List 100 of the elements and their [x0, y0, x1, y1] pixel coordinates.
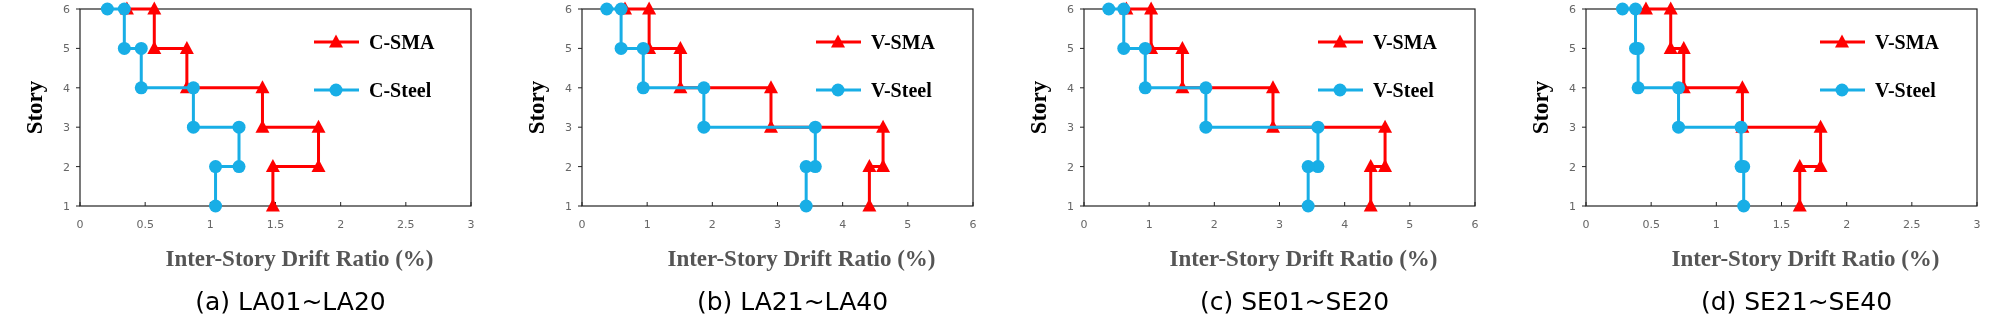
- point: [186, 120, 200, 134]
- x-tick-label: 6: [969, 218, 977, 231]
- point: [614, 2, 628, 16]
- x-axis-title: Inter-Story Drift Ratio (%): [1671, 246, 1940, 271]
- point: [600, 2, 614, 16]
- x-tick-label: 1: [206, 218, 214, 231]
- x-tick-label: 0.5: [1642, 218, 1660, 231]
- point: [1301, 160, 1315, 174]
- x-tick-label: 1.5: [1772, 218, 1791, 231]
- x-tick-label: 0.5: [136, 218, 154, 231]
- y-tick-label: 5: [63, 42, 70, 56]
- x-tick-label: 1: [1712, 218, 1720, 231]
- point: [673, 40, 688, 54]
- point: [1363, 198, 1378, 212]
- point: [311, 119, 326, 133]
- point: [117, 41, 131, 55]
- y-tick-label: 6: [565, 3, 572, 16]
- y-tick-label: 4: [63, 81, 70, 95]
- point: [1378, 159, 1393, 173]
- x-tick-label: 2: [1843, 218, 1851, 231]
- y-tick-label: 5: [565, 42, 572, 56]
- point: [1144, 1, 1159, 15]
- point: [1199, 81, 1213, 95]
- point: [1138, 81, 1152, 95]
- point: [209, 199, 223, 213]
- legend-label: V-Steel: [1373, 79, 1435, 101]
- point: [1629, 2, 1643, 16]
- point: [134, 41, 148, 55]
- point: [134, 81, 148, 95]
- text: (c) SE01~SE20: [1199, 287, 1390, 316]
- legend-label: C-SMA: [369, 31, 436, 53]
- x-tick-label: 5: [1406, 218, 1414, 231]
- x-tick-label: 5: [904, 218, 912, 231]
- point: [1175, 40, 1190, 54]
- point: [1638, 1, 1653, 15]
- y-tick-label: 3: [1569, 121, 1576, 135]
- x-tick-label: 4: [1341, 218, 1349, 231]
- x-tick-label: 2.5: [1903, 218, 1921, 231]
- point: [186, 81, 200, 95]
- point: [1792, 159, 1807, 173]
- x-tick-label: 3: [774, 218, 781, 231]
- legend-label: C-Steel: [369, 79, 432, 101]
- x-axis-title: Inter-Story Drift Ratio (%): [1169, 246, 1438, 271]
- y-tick-label: 6: [63, 3, 70, 16]
- point: [636, 41, 650, 55]
- x-tick-label: 2.5: [397, 218, 415, 231]
- y-tick-label: 5: [1569, 42, 1576, 56]
- point: [1363, 159, 1378, 173]
- point: [862, 159, 877, 173]
- y-axis-title: Story: [22, 80, 47, 135]
- y-tick-label: 4: [1067, 81, 1074, 95]
- text: (a) LA01~LA20: [195, 287, 386, 316]
- point: [147, 40, 162, 54]
- point: [232, 160, 246, 174]
- point: [209, 160, 223, 174]
- point: [147, 1, 162, 15]
- legend-label: V-SMA: [871, 31, 936, 53]
- point: [232, 120, 246, 134]
- x-axis-title: Inter-Story Drift Ratio (%): [165, 246, 434, 271]
- x-tick-label: 1.5: [266, 218, 285, 231]
- text: (d) SE21~SE40: [1700, 287, 1893, 316]
- point: [1311, 120, 1325, 134]
- x-tick-label: 2: [1210, 218, 1218, 231]
- y-tick-label: 4: [1569, 81, 1576, 95]
- point: [799, 160, 813, 174]
- point: [642, 1, 657, 15]
- point: [799, 199, 813, 213]
- x-axis-title: Inter-Story Drift Ratio (%): [667, 246, 936, 271]
- x-tick-label: 3: [467, 218, 475, 231]
- point: [1737, 199, 1751, 213]
- point: [1138, 41, 1152, 55]
- point: [1813, 119, 1828, 133]
- y-tick-label: 1: [565, 200, 572, 213]
- point: [179, 40, 194, 54]
- x-tick-label: 2: [337, 218, 345, 231]
- point: [697, 120, 711, 134]
- y-tick-label: 6: [1067, 3, 1074, 16]
- point: [265, 198, 280, 212]
- x-tick-label: 1: [643, 218, 651, 231]
- x-tick-label: 2: [708, 218, 716, 231]
- point: [1301, 199, 1315, 213]
- point: [1672, 120, 1686, 134]
- y-tick-label: 4: [565, 81, 572, 95]
- point: [1117, 41, 1131, 55]
- point: [1615, 2, 1629, 16]
- y-tick-label: 2: [565, 160, 572, 174]
- point: [1813, 159, 1828, 173]
- point: [265, 159, 280, 173]
- point: [1792, 198, 1807, 212]
- legend-label: V-Steel: [871, 79, 933, 101]
- point: [100, 2, 114, 16]
- y-axis-title: Story: [524, 80, 549, 135]
- y-tick-label: 2: [63, 160, 70, 174]
- point: [1676, 40, 1691, 54]
- point: [876, 159, 891, 173]
- y-tick-label: 6: [1569, 3, 1576, 16]
- point: [1378, 119, 1393, 133]
- point: [697, 81, 711, 95]
- point: [763, 80, 778, 94]
- point: [636, 81, 650, 95]
